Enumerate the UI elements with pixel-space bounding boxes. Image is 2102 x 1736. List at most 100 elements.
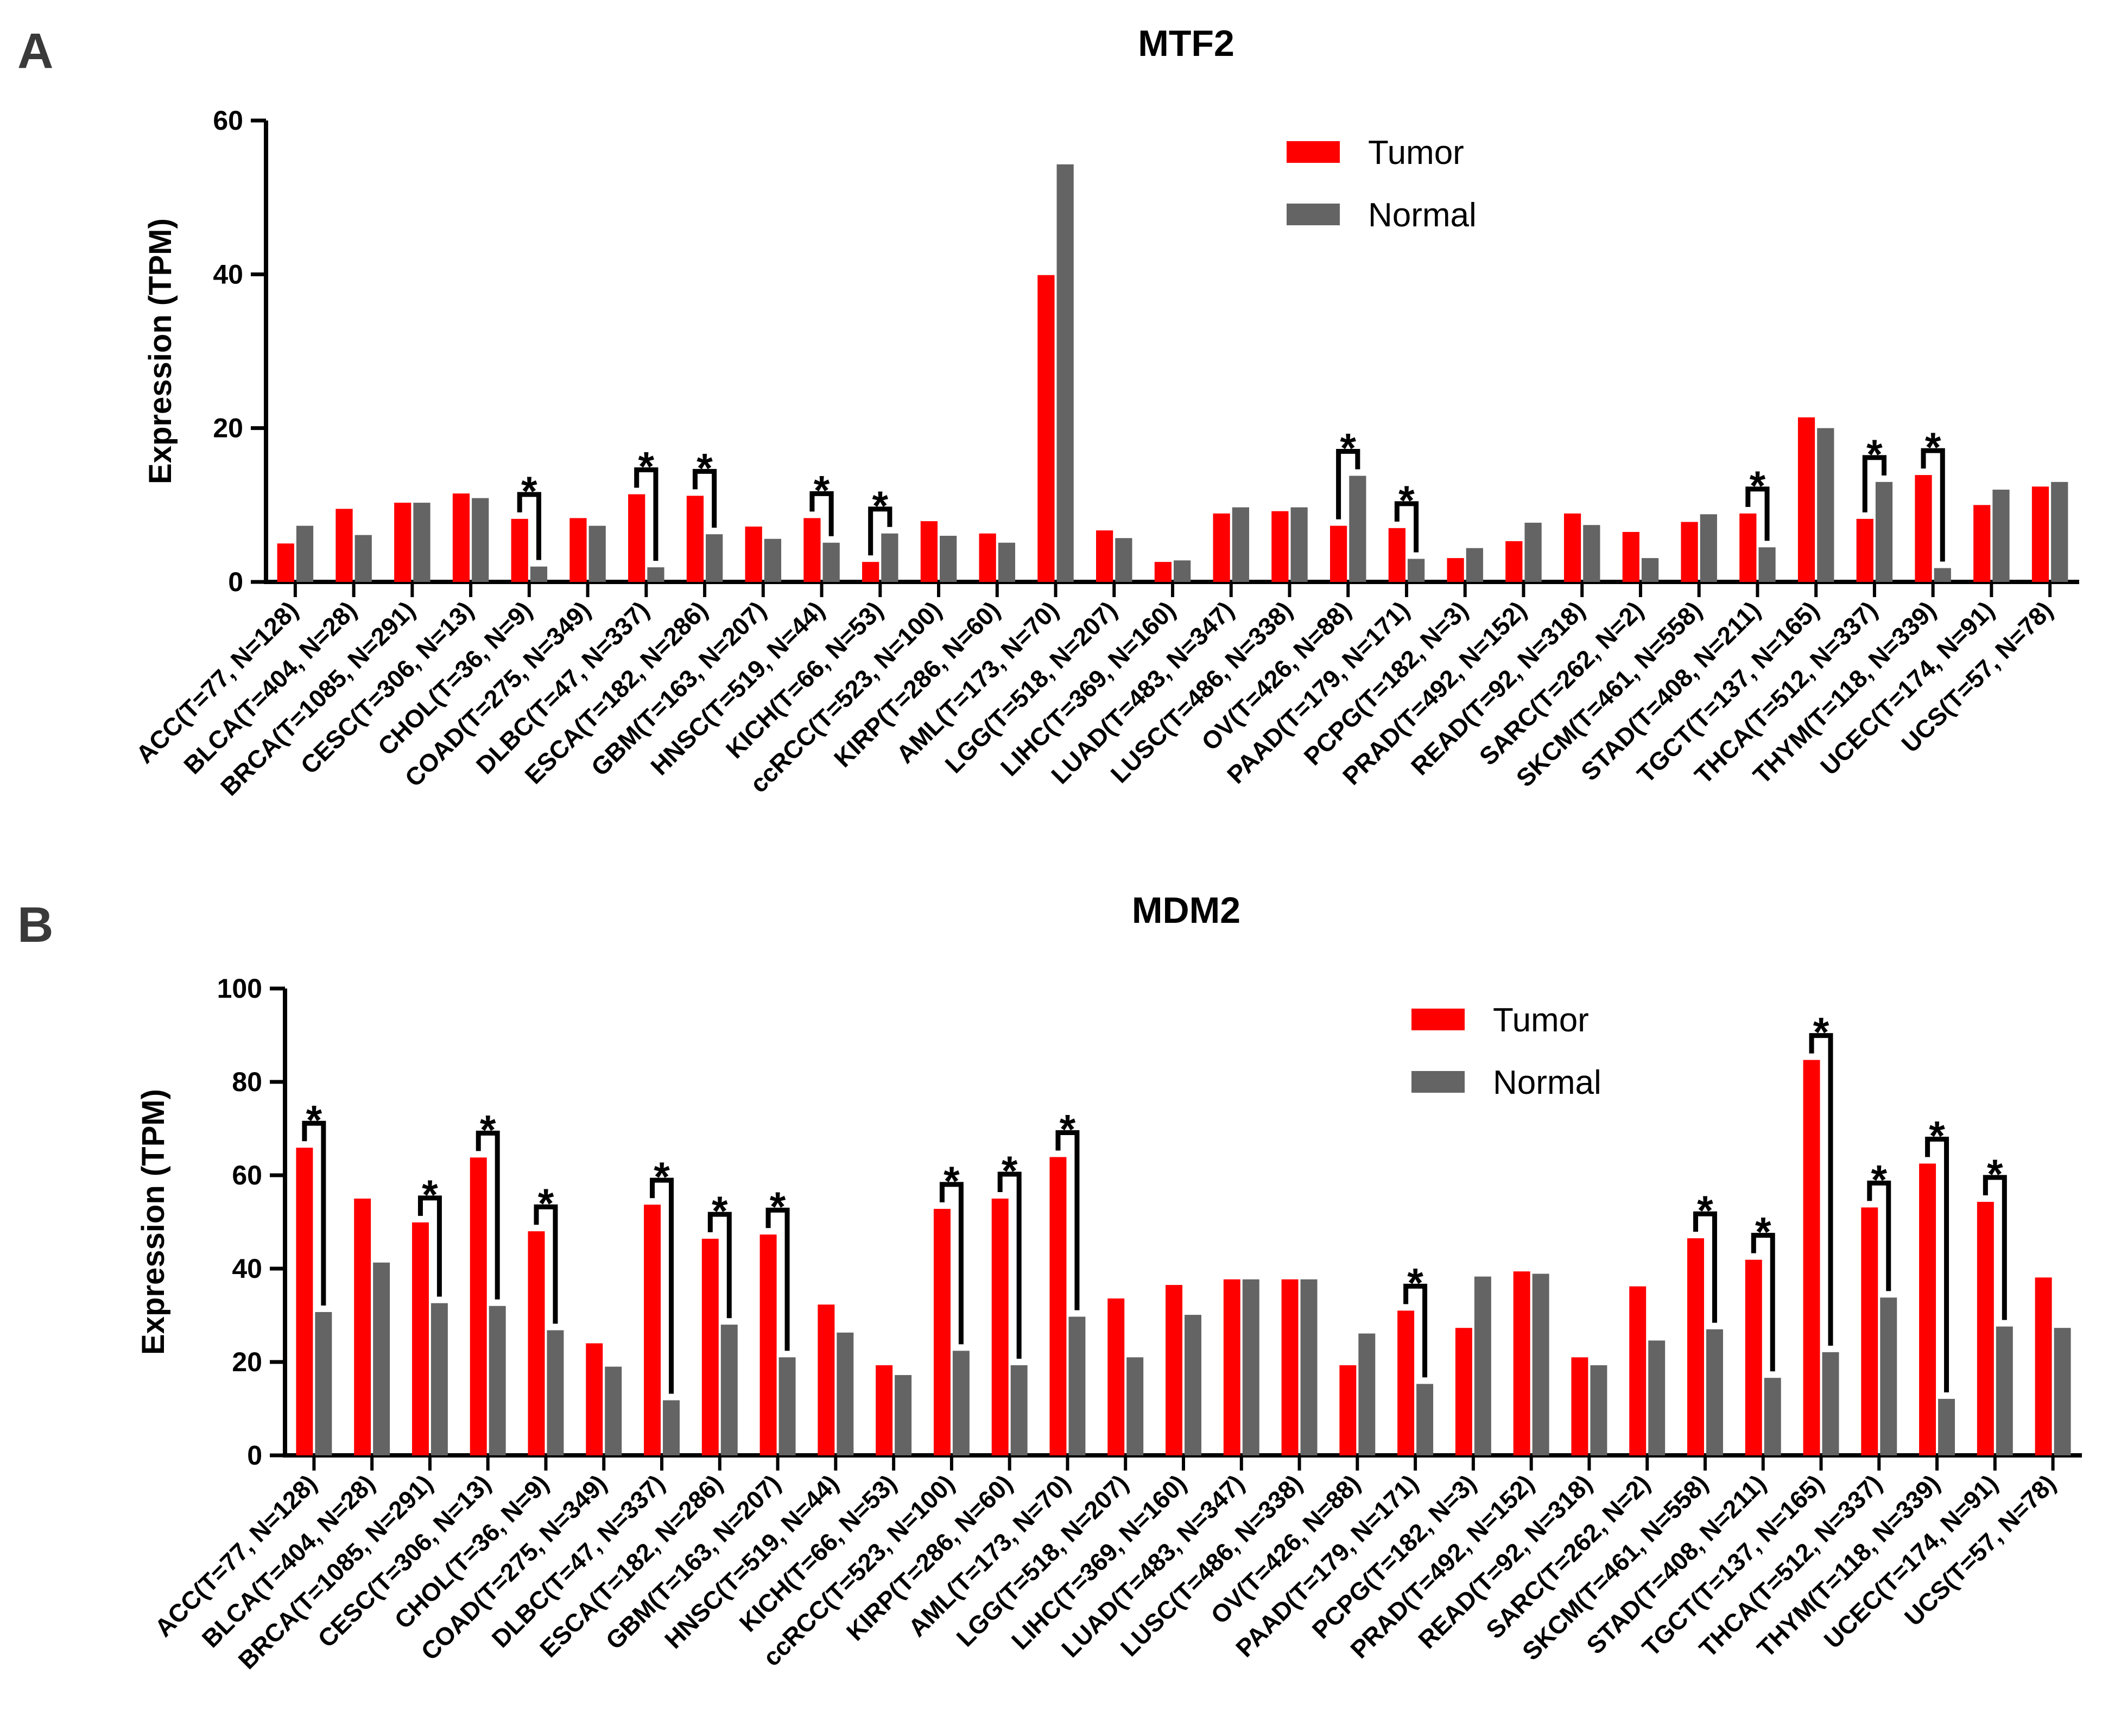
bar-normal [588,525,606,582]
bar-normal [530,566,548,582]
significance-bracket [476,1130,500,1300]
bar-normal [822,542,840,582]
bar-tumor [411,1222,429,1455]
bar-tumor [452,493,470,582]
significance-star: * [1398,478,1415,524]
significance-star: * [1755,1209,1771,1256]
bar-normal [547,1330,564,1455]
bar-normal [1992,490,2010,582]
bar-normal [1185,1315,1201,1455]
bar-tumor [745,527,762,582]
bar-tumor [1915,475,1932,582]
significance-bracket [1693,1211,1717,1323]
bar-tumor [644,1205,661,1455]
bar-normal [2054,1328,2071,1455]
bar-normal [605,1366,622,1455]
bar-tumor [701,1238,719,1455]
bar-tumor [1339,1365,1357,1455]
bar-normal [1938,1398,1955,1455]
bar-tumor [586,1343,603,1455]
bar-tumor [1629,1286,1647,1455]
bar-tumor [1797,417,1815,582]
significance-bracket [939,1182,964,1345]
significance-bracket [1394,501,1419,553]
bar-normal [1590,1365,1607,1455]
bar-normal [430,1303,448,1455]
bar-tumor [1681,522,1698,582]
bar-normal [1349,476,1366,582]
bar-normal [1524,522,1542,582]
bar-tumor [1049,1157,1067,1455]
bar-tumor [1977,1202,1994,1455]
bar-tumor [1861,1207,1878,1455]
bar-tumor [1223,1279,1240,1455]
significance-bracket [1745,486,1770,541]
bar-normal [1300,1279,1318,1455]
bar-tumor [933,1208,951,1455]
significance-star: * [1871,1157,1888,1203]
significance-bracket [534,1204,558,1324]
significance-bracket [1925,1137,1949,1392]
bar-tumor [1397,1310,1415,1455]
bar-tumor [1505,541,1523,582]
bar-tumor [1037,275,1055,582]
bar-normal [1583,525,1600,582]
y-tick-label: 20 [232,1347,262,1377]
bar-tumor [569,518,587,582]
significance-star: * [697,445,713,491]
bar-tumor [818,1304,835,1455]
bar-normal [881,533,898,582]
y-tick-label: 100 [217,973,262,1004]
legend-swatch-normal [1287,204,1340,225]
bar-tumor [1447,558,1464,582]
bar-normal [778,1357,796,1455]
significance-bracket [1867,1180,1891,1291]
bar-tumor [1271,511,1289,582]
significance-star: * [814,467,830,514]
bar-normal [1880,1297,1897,1455]
significance-bracket [1921,448,1945,562]
bar-tumor [920,521,938,582]
bar-tumor [394,503,411,582]
y-axis-title: Expression (TPM) [143,218,178,484]
bar-normal [1466,548,1483,582]
significance-bracket [707,1212,732,1319]
significance-star: * [1925,425,1941,471]
legend-swatch-normal [1411,1071,1465,1093]
bar-normal [1532,1274,1549,1455]
bar-normal [895,1375,912,1455]
bar-tumor [1745,1259,1762,1455]
bar-tumor [1856,518,1873,582]
bar-normal [1174,560,1191,582]
bar-tumor [1388,528,1405,582]
significance-star: * [1697,1188,1713,1234]
legend-swatch-tumor [1411,1009,1465,1030]
significance-star: * [770,1184,786,1230]
bar-tumor [1096,530,1113,582]
legend-swatch-tumor [1287,141,1340,163]
significance-star: * [638,444,655,490]
panel-b-label: B [17,897,53,953]
bar-normal [1706,1329,1723,1455]
bar-tumor [979,533,996,582]
significance-star: * [422,1172,438,1218]
bar-normal [413,503,430,582]
bar-tumor [296,1148,313,1455]
bar-tumor [862,562,879,582]
y-tick-label: 20 [213,413,243,443]
bar-normal [315,1311,332,1455]
bar-tumor [1571,1357,1588,1455]
bar-normal [1996,1326,2013,1455]
bar-tumor [2031,486,2049,582]
y-tick-label: 40 [213,259,243,289]
bar-tumor [876,1365,893,1455]
bar-tumor [1563,513,1581,582]
significance-star: * [1340,426,1356,472]
bar-tumor [628,494,645,582]
significance-star: * [538,1181,554,1227]
significance-bracket [997,1171,1022,1359]
bar-normal [663,1400,680,1455]
bar-normal [1232,507,1249,582]
